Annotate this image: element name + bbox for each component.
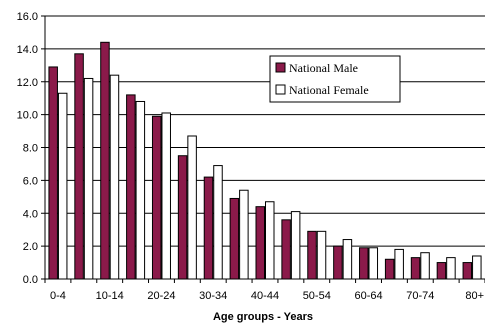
bar-male-60-64 [359, 247, 369, 280]
y-tick-label: 14.0 [17, 44, 38, 56]
bar-female-70-74 [420, 252, 430, 280]
x-axis-label: Age groups - Years [213, 311, 313, 323]
y-tick-label: 16.0 [17, 11, 38, 23]
x-tick-label: 70-74 [406, 290, 434, 302]
axes [41, 15, 485, 283]
legend-label-national-male: National Male [289, 61, 358, 75]
bar-female-40-44 [265, 201, 275, 280]
bar-male-15-19 [126, 94, 136, 280]
bar-male-25-29 [177, 155, 188, 280]
y-tick-label: 0.0 [23, 274, 38, 286]
bar-female-50-54 [316, 230, 327, 280]
bar-male-70-74 [410, 257, 421, 280]
bar-female-10-14 [109, 74, 120, 280]
bar-female-65-69 [394, 248, 404, 280]
x-tick-label: 40-44 [251, 290, 279, 302]
bar-female-45-49 [290, 211, 301, 280]
legend: National Male National Female [269, 55, 401, 103]
bar-female-15-19 [135, 100, 146, 280]
bar-female-5-9 [83, 77, 94, 280]
bar-female-55-59 [342, 239, 353, 280]
bar-female-20-24 [161, 112, 171, 280]
y-tick-labels: 0.0 2.0 4.0 6.0 8.0 10.0 12.0 14.0 16.0 [17, 11, 38, 286]
bar-female-25-29 [187, 135, 197, 280]
bar-male-30-34 [203, 176, 214, 280]
bar-male-80+ [462, 262, 473, 280]
y-tick-label: 12.0 [17, 77, 38, 89]
legend-box [269, 55, 401, 103]
legend-label-national-female: National Female [289, 83, 369, 97]
x-tick-label: 0-4 [50, 290, 66, 302]
bar-female-75-79 [446, 257, 456, 280]
bar-male-40-44 [255, 206, 265, 280]
bar-male-65-69 [384, 258, 395, 280]
x-tick-label: 30-34 [199, 290, 227, 302]
y-tick-label: 2.0 [23, 241, 38, 253]
bar-male-75-79 [436, 262, 447, 280]
x-tick-label: 60-64 [354, 290, 382, 302]
x-tick-label: 80+ [465, 290, 484, 302]
bars [48, 41, 482, 280]
x-tick-labels: 0-4 10-14 20-24 30-34 40-44 50-54 60-64 70-74 80… [50, 290, 484, 302]
bar-male-0-4 [48, 66, 58, 280]
y-tick-label: 4.0 [23, 208, 38, 220]
bar-male-45-49 [281, 219, 291, 280]
bar-male-35-39 [229, 197, 240, 280]
y-tick-label: 10.0 [17, 110, 38, 122]
legend-swatch-national-male [275, 62, 286, 73]
x-tick-label: 50-54 [303, 290, 331, 302]
x-tick-label: 10-14 [96, 290, 124, 302]
bar-female-30-34 [213, 165, 223, 280]
bar-male-20-24 [151, 115, 162, 280]
bar-female-80+ [472, 255, 482, 280]
y-tick-label: 8.0 [23, 143, 38, 155]
bar-male-55-59 [333, 245, 343, 280]
bar-male-10-14 [100, 41, 110, 280]
bar-male-50-54 [307, 230, 317, 280]
bar-female-60-64 [368, 247, 379, 280]
legend-swatch-national-female [275, 84, 286, 95]
y-tick-label: 6.0 [23, 175, 38, 187]
x-tick-label: 20-24 [147, 290, 175, 302]
bar-female-0-4 [57, 92, 68, 280]
bar-male-5-9 [74, 53, 84, 280]
bar-female-35-39 [239, 189, 249, 280]
